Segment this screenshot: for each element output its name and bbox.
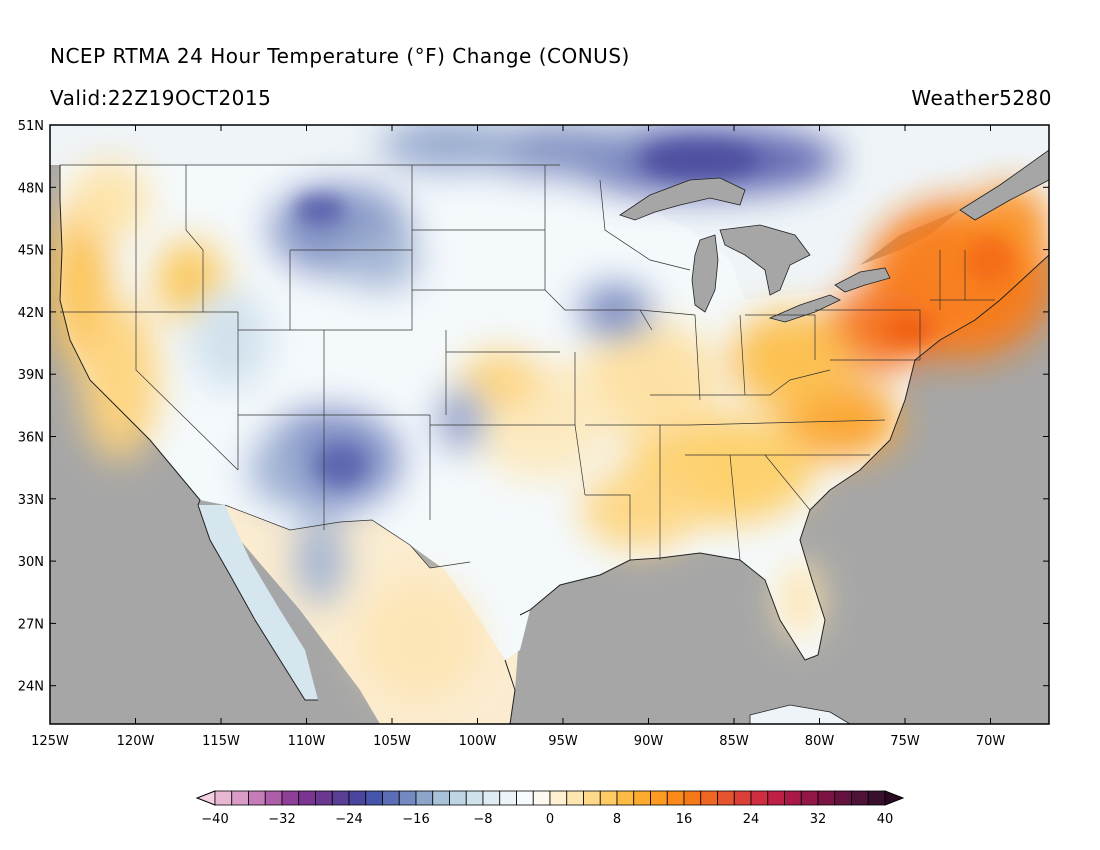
colorbar-swatch <box>717 790 735 806</box>
coastline <box>59 165 1049 701</box>
lat-label: 30N <box>18 555 44 570</box>
colorbar-swatch <box>298 790 316 806</box>
colorbar-swatch <box>733 790 752 806</box>
colorbar-swatch <box>231 790 249 806</box>
colorbar-swatch <box>331 790 350 806</box>
lat-label: 45N <box>18 244 44 259</box>
colorbar-swatch <box>851 790 869 806</box>
colorbar-tick-label: −8 <box>473 812 492 827</box>
lat-label: 42N <box>18 306 44 321</box>
colorbar-swatch <box>683 790 702 806</box>
colorbar-tick-label: −40 <box>201 812 228 827</box>
colorbar-tick-label: −24 <box>335 812 362 827</box>
colorbar-swatch <box>633 790 651 806</box>
colorbar-swatch <box>666 790 685 806</box>
baja-land <box>198 505 318 700</box>
colorbar-tick-label: 0 <box>546 812 554 827</box>
colorbar-swatch <box>499 790 517 806</box>
colorbar-tick-label: 24 <box>743 812 760 827</box>
longitude-labels: 125W 120W 115W 110W 105W 100W 95W 90W 85W 80W 75W 7… <box>31 734 1005 749</box>
lon-label: 70W <box>976 734 1006 749</box>
colorbar-swatch <box>348 790 367 806</box>
state-boundaries <box>60 164 995 569</box>
colorbar-swatch <box>750 790 769 806</box>
lat-label: 36N <box>18 431 44 446</box>
lon-label: 110W <box>288 734 326 749</box>
colorbar-swatch <box>700 790 718 806</box>
valid-time: Valid:22Z19OCT2015 <box>50 86 272 110</box>
colorbar-swatch <box>650 790 668 806</box>
lon-label: 80W <box>805 734 835 749</box>
lake-huron <box>719 224 811 296</box>
lat-label: 24N <box>18 680 44 695</box>
lat-label: 48N <box>18 181 44 196</box>
colorbar-swatch <box>767 790 785 806</box>
cuba <box>749 704 851 724</box>
latitude-labels: 51N 48N 45N 42N 39N 36N 33N 30N 27N 24N <box>18 119 44 695</box>
colorbar-swatch <box>549 790 568 806</box>
axis-ticks <box>49 124 1049 724</box>
colorbar-swatch <box>616 790 635 806</box>
map-title: NCEP RTMA 24 Hour Temperature (°F) Chang… <box>50 44 630 68</box>
colorbar-swatch <box>465 790 484 806</box>
colorbar-swatch <box>566 790 584 806</box>
map-frame <box>49 124 1050 725</box>
lon-label: 100W <box>459 734 497 749</box>
colorbar-tick-label: −16 <box>402 812 429 827</box>
colorbar-swatch <box>817 790 836 806</box>
colorbar-swatch <box>214 790 233 806</box>
colorbar-swatch <box>248 790 266 806</box>
colorbar-swatch <box>583 790 601 806</box>
colorbar-tick-label: −32 <box>268 812 295 827</box>
lon-label: 125W <box>31 734 69 749</box>
lon-label: 85W <box>719 734 749 749</box>
lat-label: 33N <box>18 493 44 508</box>
lon-label: 115W <box>202 734 240 749</box>
colorbar-swatch <box>281 790 300 806</box>
colorbar-low-arrow <box>195 790 216 806</box>
colorbar-swatch <box>315 790 333 806</box>
lon-label: 105W <box>373 734 411 749</box>
lake-michigan <box>691 234 719 313</box>
lat-label: 27N <box>18 617 44 632</box>
colorbar-swatch <box>365 790 383 806</box>
colorbar-swatch <box>834 790 852 806</box>
great-lakes <box>619 149 1049 323</box>
lake-ontario <box>834 267 891 293</box>
lake-superior <box>619 177 746 221</box>
colorbar-swatch <box>382 790 400 806</box>
strong-anomaly-cores <box>295 142 1015 485</box>
colorbar-swatch <box>415 790 434 806</box>
credit-label: Weather5280 <box>911 86 1052 110</box>
colorbar-swatch <box>432 790 450 806</box>
colorbar-swatch <box>532 790 551 806</box>
lat-label: 39N <box>18 368 44 383</box>
colorbar-high-arrow <box>884 790 905 806</box>
colorbar-swatch <box>784 790 802 806</box>
colorbar-swatch <box>264 790 283 806</box>
colorbar-tick-label: 16 <box>676 812 693 827</box>
lon-label: 90W <box>634 734 664 749</box>
colorbar-swatch <box>449 790 467 806</box>
gulf-st-lawrence <box>959 149 1049 221</box>
colorbar-swatch <box>867 790 886 806</box>
colorbar-swatch <box>599 790 618 806</box>
lat-label: 51N <box>18 119 44 134</box>
lon-label: 75W <box>890 734 920 749</box>
colorbar-swatch <box>398 790 417 806</box>
mexico-gulf-coast <box>504 659 516 724</box>
colorbar-swatch <box>800 790 819 806</box>
colorbar-swatch <box>516 790 534 806</box>
colorbar-tick-label: 8 <box>613 812 621 827</box>
lon-label: 120W <box>117 734 155 749</box>
lon-label: 95W <box>548 734 578 749</box>
colorbar-swatch <box>482 790 501 806</box>
colorbar <box>195 790 905 806</box>
colorbar-tick-label: 40 <box>877 812 894 827</box>
colorbar-tick-labels: −40 −32 −24 −16 −8 0 8 16 24 32 40 <box>201 812 893 827</box>
colorbar-tick-label: 32 <box>810 812 827 827</box>
